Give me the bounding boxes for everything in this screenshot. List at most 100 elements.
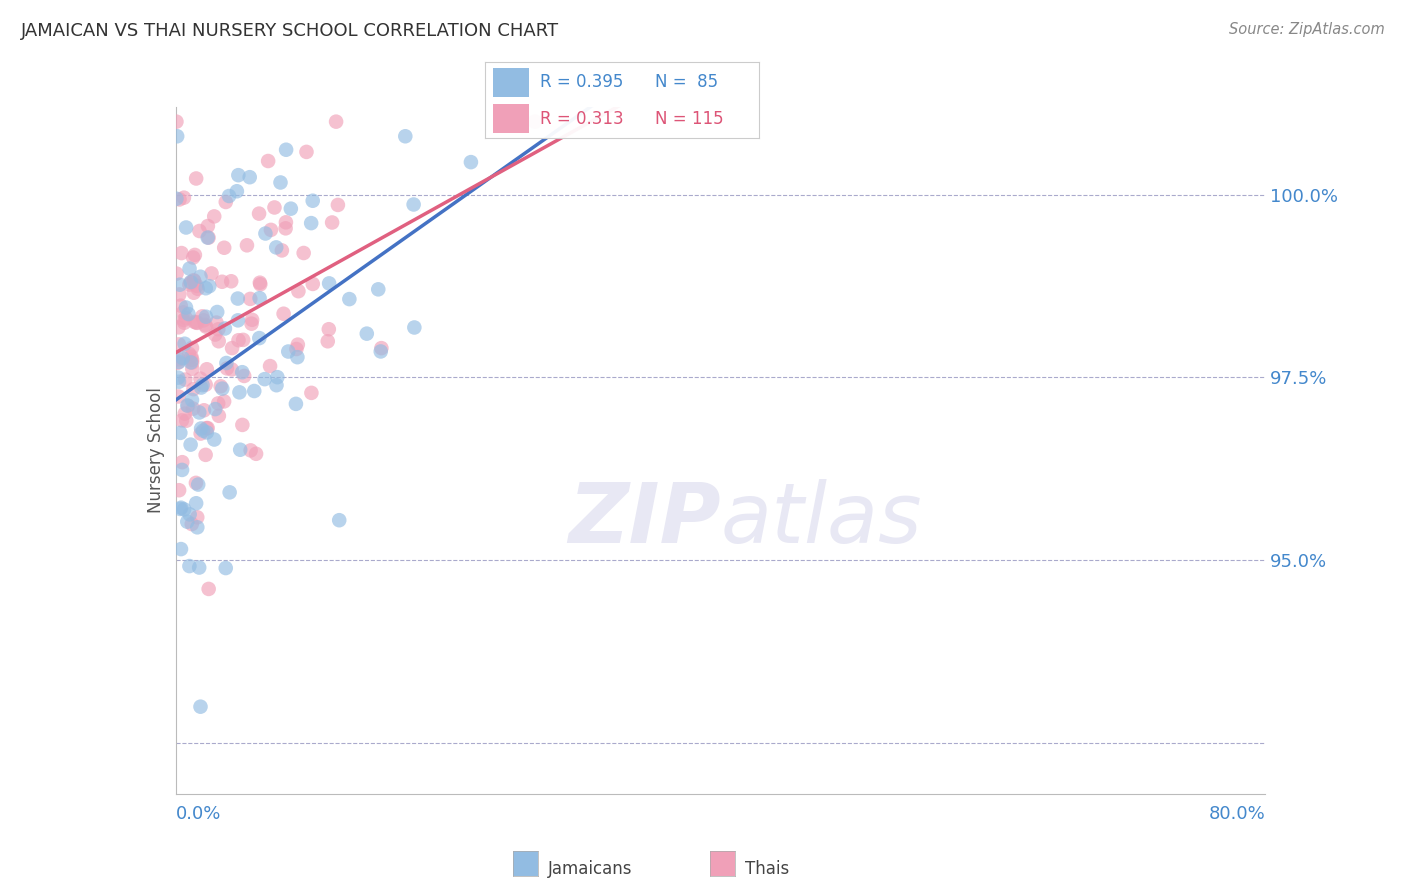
Point	[197, 230, 219, 244]
Point	[195, 421, 218, 435]
Point	[243, 384, 266, 398]
Point	[277, 344, 299, 359]
Point	[232, 333, 254, 347]
Point	[301, 194, 323, 208]
Point	[183, 273, 205, 287]
Point	[270, 244, 292, 258]
Point	[181, 401, 204, 416]
Point	[193, 313, 215, 327]
Point	[318, 277, 340, 291]
Point	[169, 277, 191, 292]
Text: Thais: Thais	[745, 860, 789, 878]
Point	[239, 170, 262, 185]
Point	[301, 277, 323, 291]
Point	[186, 171, 208, 186]
Point	[240, 313, 263, 327]
Point	[280, 202, 302, 216]
Point	[170, 246, 193, 260]
Point	[165, 114, 187, 128]
Bar	[494, 104, 529, 133]
Point	[205, 305, 228, 319]
Point	[194, 318, 217, 332]
Point	[214, 321, 236, 335]
Point	[231, 365, 253, 379]
Point	[249, 277, 271, 292]
Point	[197, 582, 219, 596]
Point	[207, 322, 229, 336]
Point	[173, 336, 195, 351]
Point	[197, 421, 219, 435]
Y-axis label: Nursery School: Nursery School	[146, 387, 165, 514]
Point	[264, 240, 287, 254]
Point	[173, 316, 195, 330]
Point	[212, 241, 235, 255]
Point	[370, 341, 392, 355]
Point	[190, 371, 212, 385]
Point	[179, 277, 201, 292]
Point	[188, 224, 211, 238]
Point	[187, 477, 209, 491]
Point	[208, 334, 231, 349]
Point	[167, 370, 190, 384]
Point	[180, 437, 202, 451]
Point	[169, 425, 191, 440]
Point	[180, 350, 202, 364]
Point	[226, 313, 249, 327]
Point	[167, 352, 190, 367]
Point	[215, 361, 238, 376]
Point	[198, 279, 221, 293]
Point	[166, 356, 188, 370]
Point	[367, 282, 389, 296]
Point	[183, 274, 205, 288]
Point	[215, 561, 238, 575]
Point	[181, 361, 204, 376]
Point	[233, 368, 256, 383]
Point	[219, 274, 242, 288]
Point	[170, 413, 193, 427]
Point	[186, 278, 208, 293]
Point	[181, 352, 204, 367]
Point	[184, 475, 207, 490]
Point	[173, 502, 195, 516]
Point	[263, 201, 285, 215]
Point	[259, 359, 281, 373]
Point	[299, 385, 322, 400]
Point	[186, 316, 208, 330]
Point	[183, 382, 205, 396]
Point	[460, 155, 482, 169]
Point	[180, 355, 202, 369]
Point	[247, 206, 270, 220]
Point	[212, 394, 235, 409]
Point	[202, 433, 225, 447]
Point	[287, 337, 309, 351]
Point	[194, 377, 217, 392]
Point	[274, 221, 297, 235]
Point	[524, 114, 547, 128]
Point	[188, 560, 211, 574]
Point	[209, 379, 232, 393]
Point	[165, 192, 187, 206]
Point	[211, 275, 233, 289]
Point	[195, 425, 218, 440]
Point	[240, 317, 263, 331]
Point	[260, 223, 283, 237]
Point	[179, 508, 201, 522]
Point	[249, 276, 271, 290]
Point	[172, 455, 194, 469]
Point	[228, 385, 250, 400]
Point	[195, 319, 218, 334]
Point	[191, 310, 214, 324]
Point	[174, 373, 197, 387]
Point	[190, 426, 212, 441]
Point	[190, 269, 212, 284]
Point	[326, 198, 349, 212]
Point	[247, 331, 270, 345]
Text: N = 115: N = 115	[655, 110, 724, 128]
Point	[166, 267, 188, 281]
Point	[181, 251, 204, 265]
Point	[200, 267, 222, 281]
Point	[179, 559, 201, 574]
Point	[215, 356, 238, 370]
Text: 80.0%: 80.0%	[1209, 805, 1265, 822]
Point	[245, 447, 267, 461]
